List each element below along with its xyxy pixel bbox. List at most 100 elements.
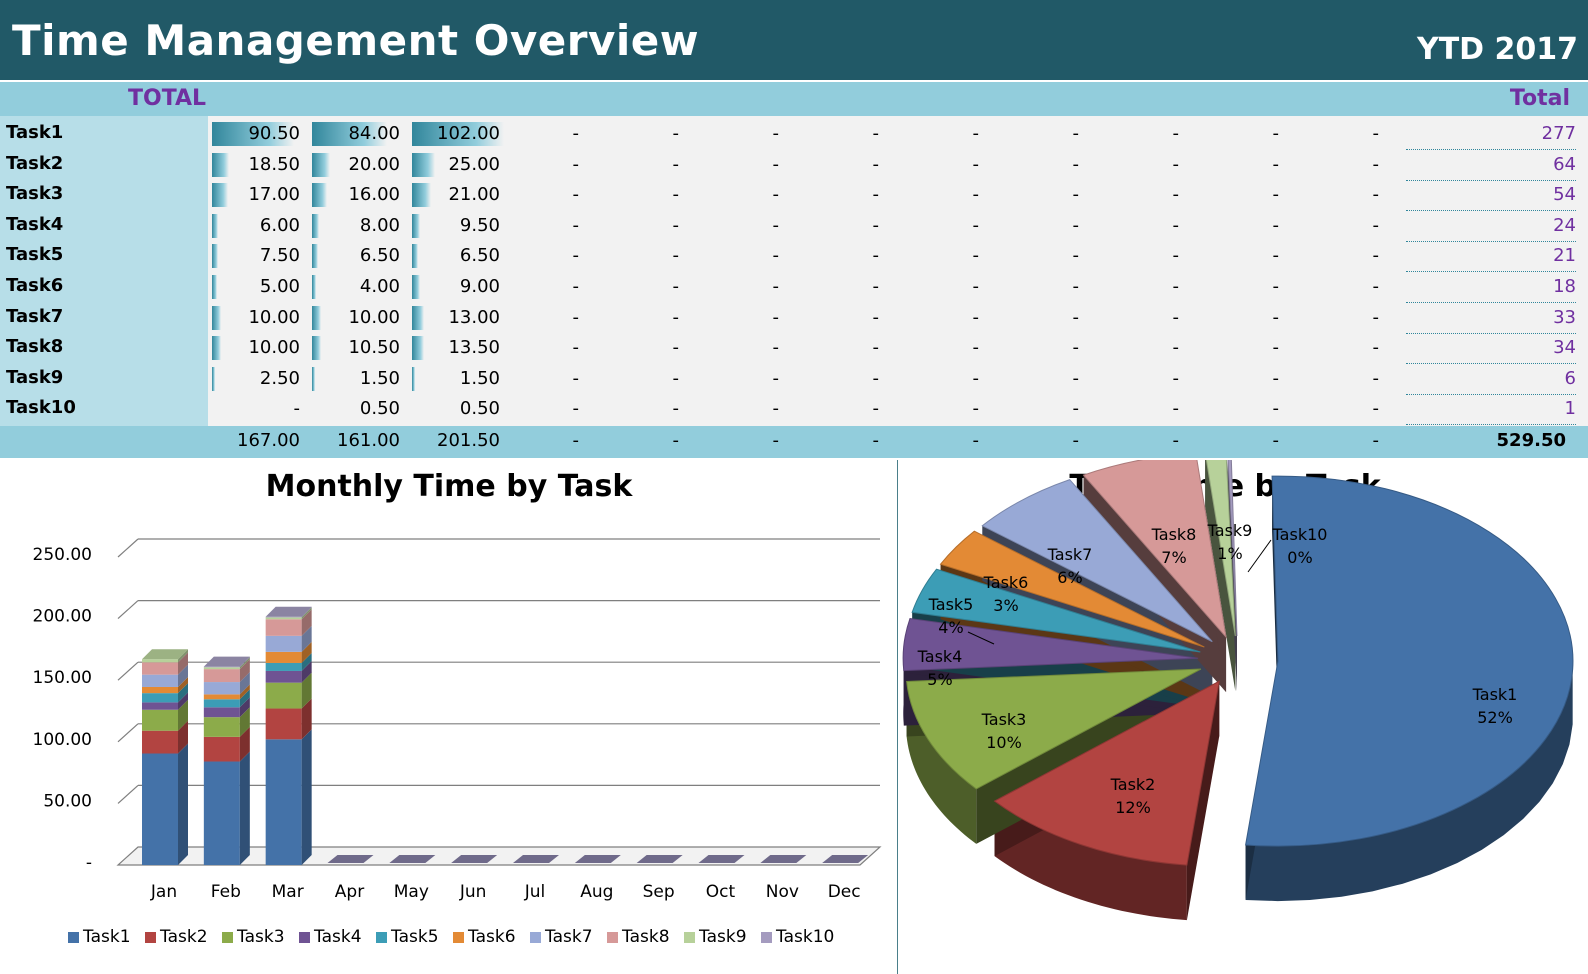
bar-segment-side	[239, 684, 250, 700]
y-tick-label: 50.00	[43, 791, 92, 811]
data-bar	[212, 336, 222, 361]
cell-value: 2.50	[259, 367, 300, 389]
empty-cell: -	[1372, 337, 1380, 359]
bar-segment	[265, 635, 302, 652]
cell-value: 90.50	[248, 123, 300, 144]
pie-slice	[1205, 460, 1236, 637]
row-total: 34	[1406, 337, 1576, 365]
legend-label: Task10	[775, 927, 834, 947]
pie-slice-label: Task1	[1472, 685, 1518, 704]
legend-label: Task9	[698, 927, 747, 947]
bar-segment-side	[239, 656, 250, 668]
empty-cell: -	[572, 276, 580, 297]
bar-segment	[203, 667, 240, 670]
empty-cell: -	[872, 245, 880, 267]
empty-cell: -	[1272, 214, 1280, 236]
empty-cell: -	[1372, 367, 1380, 389]
empty-cell: -	[1172, 337, 1180, 359]
pie-slice-side	[906, 681, 977, 844]
x-tick-label: Aug	[580, 882, 613, 902]
bar-segment	[142, 753, 178, 865]
empty-cell: -	[772, 337, 780, 359]
month-cell: 20.00	[312, 151, 404, 177]
empty-cell: -	[772, 276, 780, 297]
task-name: Task6	[6, 275, 64, 296]
bar-segment	[513, 855, 559, 863]
row-total: 33	[1406, 307, 1576, 334]
pie-slice-label: Task10	[1272, 525, 1328, 544]
bar-segment	[265, 682, 302, 709]
empty-cell: -	[872, 153, 880, 175]
x-tick-label: Nov	[766, 882, 799, 902]
bar-segment	[265, 739, 302, 865]
cell-value: 17.00	[248, 184, 300, 206]
empty-cell: -	[1372, 398, 1380, 420]
bar-segment	[142, 686, 178, 694]
empty-sum: -	[572, 430, 580, 451]
bar-segment-side	[239, 697, 250, 718]
empty-cell: -	[1072, 367, 1080, 389]
data-bar	[312, 213, 320, 238]
bar-segment	[142, 730, 178, 754]
period-label: YTD 2017	[1416, 32, 1578, 67]
empty-cell: -	[572, 398, 580, 420]
month-cell: 4.00	[312, 273, 404, 299]
empty-cell: -	[672, 123, 680, 144]
data-bar	[412, 122, 504, 146]
data-bar	[412, 275, 421, 299]
empty-sum: -	[1272, 430, 1280, 451]
bar-segment-side	[239, 689, 250, 708]
month-cell: 0.50	[412, 395, 504, 421]
task-name: Task1	[6, 122, 64, 143]
pie-slice-percent: 52%	[1477, 708, 1513, 727]
empty-cell: -	[772, 306, 780, 328]
pie-slice-percent: 12%	[1115, 798, 1151, 817]
pie-slice	[911, 568, 1201, 653]
cell-value: -	[293, 398, 301, 420]
empty-cell: -	[1172, 306, 1180, 328]
cell-value: 6.50	[359, 245, 400, 267]
empty-cell: -	[772, 123, 780, 144]
empty-cell: -	[1272, 245, 1280, 267]
bar-segment-side	[239, 659, 250, 683]
data-bar	[312, 336, 322, 361]
legend-label: Task4	[313, 927, 362, 947]
bar-top	[203, 656, 250, 667]
empty-cell: -	[572, 214, 580, 236]
bar-segment	[142, 659, 178, 663]
empty-cell: -	[772, 367, 780, 389]
empty-cell: -	[672, 245, 680, 267]
pie-slice	[1245, 475, 1574, 847]
bar-segment	[265, 616, 302, 618]
cell-value: 21.00	[448, 184, 500, 206]
bar-segment	[389, 855, 436, 863]
empty-cell: -	[1272, 153, 1280, 175]
empty-cell: -	[1072, 214, 1080, 236]
empty-cell: -	[1172, 276, 1180, 297]
x-tick-label: Mar	[272, 882, 304, 902]
month-cell: 0.50	[312, 395, 404, 421]
pie-slice-label: Task2	[1110, 775, 1156, 794]
legend-swatch	[530, 932, 541, 943]
bar-segment	[142, 709, 178, 731]
data-bar	[412, 305, 424, 330]
pie-slice-label: Task8	[1151, 525, 1197, 544]
legend-label: Task1	[82, 927, 131, 947]
empty-cell: -	[872, 214, 880, 236]
bar-segment-side	[239, 672, 250, 695]
data-bar	[412, 244, 418, 269]
pie-slice-label: Task9	[1207, 521, 1253, 540]
data-bar	[412, 336, 424, 361]
cell-value: 10.00	[248, 337, 300, 359]
legend-swatch	[761, 932, 772, 943]
x-tick-label: Feb	[211, 882, 241, 902]
bar-segment	[265, 670, 302, 683]
month-sum: 201.50	[437, 430, 500, 451]
task-name: Task2	[6, 152, 64, 174]
empty-sum: -	[872, 430, 880, 451]
bar-segment-side	[178, 664, 188, 687]
empty-cell: -	[1072, 245, 1080, 267]
month-cell: 6.50	[412, 242, 504, 269]
bar-segment-side	[301, 641, 312, 663]
cell-value: 10.00	[348, 306, 400, 328]
